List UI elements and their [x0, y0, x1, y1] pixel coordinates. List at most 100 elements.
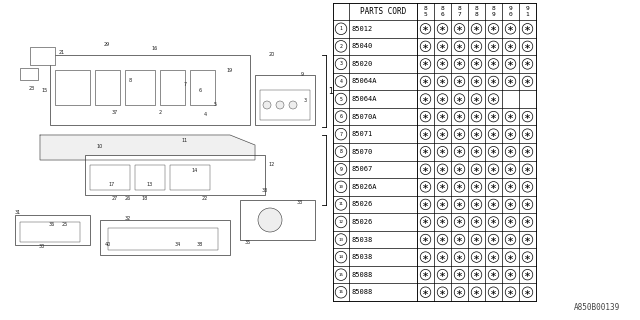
Text: ∗: ∗: [456, 252, 463, 261]
Circle shape: [505, 147, 516, 157]
Circle shape: [420, 41, 431, 52]
Text: ∗: ∗: [524, 42, 531, 51]
Text: ∗: ∗: [490, 94, 497, 104]
Text: 32: 32: [125, 215, 131, 220]
Text: 85067: 85067: [352, 166, 373, 172]
Circle shape: [488, 76, 499, 87]
Text: ∗: ∗: [490, 24, 497, 33]
Text: ∗: ∗: [473, 24, 480, 33]
Text: ∗: ∗: [524, 288, 531, 297]
Text: ∗: ∗: [439, 77, 446, 86]
Text: 8: 8: [424, 6, 428, 11]
Text: 85040: 85040: [352, 43, 373, 49]
Circle shape: [471, 199, 482, 210]
Text: 8: 8: [340, 149, 342, 154]
Text: 22: 22: [202, 196, 208, 201]
Text: ∗: ∗: [524, 77, 531, 86]
Text: ∗: ∗: [439, 270, 446, 279]
Text: ∗: ∗: [490, 112, 497, 121]
Text: 9: 9: [509, 6, 513, 11]
Circle shape: [471, 59, 482, 69]
Text: 34: 34: [175, 243, 181, 247]
Text: ∗: ∗: [490, 235, 497, 244]
Text: ∗: ∗: [473, 182, 480, 191]
Text: ∗: ∗: [490, 270, 497, 279]
Circle shape: [437, 199, 448, 210]
Text: ∗: ∗: [439, 130, 446, 139]
Text: ∗: ∗: [456, 288, 463, 297]
Circle shape: [488, 111, 499, 122]
Bar: [333, 3, 536, 301]
Text: 1: 1: [340, 26, 342, 31]
Circle shape: [454, 147, 465, 157]
Circle shape: [454, 59, 465, 69]
Text: ∗: ∗: [456, 77, 463, 86]
Circle shape: [454, 217, 465, 227]
Bar: [125, 70, 155, 105]
Text: ∗: ∗: [422, 200, 429, 209]
Text: 26: 26: [125, 196, 131, 201]
Text: 85026: 85026: [352, 201, 373, 207]
Circle shape: [505, 23, 516, 34]
Text: ∗: ∗: [456, 182, 463, 191]
Circle shape: [335, 199, 347, 210]
Bar: [20, 68, 38, 80]
Text: 15: 15: [42, 87, 48, 92]
Text: 13: 13: [147, 182, 153, 188]
Text: ∗: ∗: [422, 218, 429, 227]
Circle shape: [335, 41, 347, 52]
Text: ∗: ∗: [456, 94, 463, 104]
Text: 15: 15: [339, 273, 344, 277]
Text: ∗: ∗: [422, 182, 429, 191]
Circle shape: [488, 217, 499, 227]
Text: 11: 11: [339, 203, 344, 206]
Circle shape: [454, 164, 465, 174]
Bar: [260, 90, 310, 120]
Circle shape: [454, 94, 465, 104]
Text: ∗: ∗: [524, 270, 531, 279]
Text: ∗: ∗: [439, 24, 446, 33]
Text: ∗: ∗: [456, 235, 463, 244]
Text: ∗: ∗: [490, 165, 497, 174]
Text: ∗: ∗: [473, 252, 480, 261]
Circle shape: [420, 59, 431, 69]
Circle shape: [335, 111, 347, 122]
Text: 85038: 85038: [352, 254, 373, 260]
Text: 31: 31: [15, 210, 21, 214]
Text: ∗: ∗: [473, 94, 480, 104]
Text: ∗: ∗: [473, 288, 480, 297]
Text: 85088: 85088: [352, 272, 373, 278]
Circle shape: [522, 234, 532, 245]
Text: 6: 6: [198, 87, 202, 92]
Circle shape: [437, 287, 448, 298]
Circle shape: [522, 111, 532, 122]
Text: 25: 25: [62, 222, 68, 228]
Circle shape: [437, 252, 448, 262]
Text: 9: 9: [525, 6, 529, 11]
Circle shape: [471, 287, 482, 298]
Text: 19: 19: [227, 68, 233, 73]
Text: 14: 14: [192, 167, 198, 172]
Text: 85026: 85026: [352, 219, 373, 225]
Circle shape: [335, 23, 347, 35]
Circle shape: [437, 41, 448, 52]
Text: 3: 3: [303, 98, 307, 102]
Circle shape: [437, 269, 448, 280]
Text: 85071: 85071: [352, 131, 373, 137]
Circle shape: [488, 59, 499, 69]
Circle shape: [471, 129, 482, 140]
Bar: [255, 75, 315, 125]
Text: ∗: ∗: [456, 24, 463, 33]
Text: 33: 33: [297, 199, 303, 204]
Circle shape: [505, 76, 516, 87]
Circle shape: [488, 23, 499, 34]
Text: ∗: ∗: [439, 182, 446, 191]
Text: 36: 36: [49, 222, 55, 228]
Text: 7: 7: [340, 132, 342, 137]
Circle shape: [263, 101, 271, 109]
Text: ∗: ∗: [507, 218, 514, 227]
Circle shape: [505, 234, 516, 245]
Circle shape: [454, 129, 465, 140]
Text: ∗: ∗: [439, 200, 446, 209]
Text: 5: 5: [213, 102, 216, 108]
